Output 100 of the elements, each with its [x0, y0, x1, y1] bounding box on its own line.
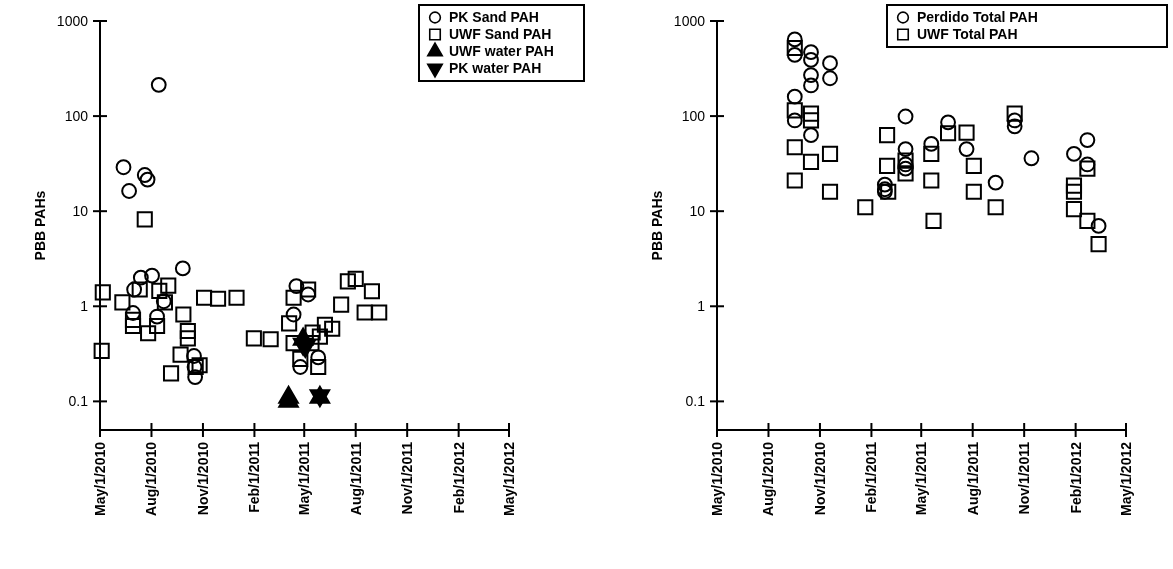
y-tick-label: 0.1 — [68, 393, 89, 410]
point — [339, 273, 356, 290]
point — [191, 357, 208, 374]
y-axis-title: PBB PAHs — [32, 190, 48, 261]
point — [333, 296, 350, 313]
point — [958, 124, 975, 141]
point — [347, 270, 364, 287]
point — [1006, 118, 1023, 135]
point — [880, 183, 897, 200]
point — [1090, 236, 1107, 253]
point — [187, 369, 204, 385]
point — [987, 174, 1004, 191]
point — [987, 199, 1004, 216]
point — [923, 145, 940, 163]
point — [160, 277, 177, 294]
y-tick-label: 1000 — [56, 12, 89, 29]
point — [316, 316, 333, 333]
point — [288, 278, 305, 294]
point — [802, 112, 820, 129]
point — [1079, 132, 1096, 148]
point — [1065, 177, 1083, 194]
legend-label: UWF Total PAH — [917, 26, 1018, 43]
point — [292, 350, 309, 367]
point — [897, 160, 914, 177]
x-tick-label: Aug/1/2010 — [143, 441, 160, 516]
point — [136, 167, 153, 183]
point — [140, 325, 157, 342]
y-tick-label: 10 — [689, 203, 706, 220]
point — [285, 335, 302, 352]
legend-label: UWF Sand PAH — [449, 26, 552, 43]
point — [940, 114, 956, 131]
point — [786, 102, 803, 119]
point — [1006, 105, 1023, 122]
point — [940, 125, 957, 142]
x-tick-label: Feb/1/2012 — [450, 441, 467, 514]
point — [965, 183, 982, 200]
point — [126, 281, 143, 298]
point — [172, 346, 189, 363]
point — [1079, 212, 1096, 229]
point — [803, 77, 819, 94]
y-tick-label: 0.1 — [685, 393, 706, 410]
point — [149, 308, 165, 325]
point — [151, 282, 168, 300]
point — [175, 306, 192, 323]
point — [150, 76, 167, 93]
point — [1079, 156, 1096, 173]
x-tick-label: May/1/2012 — [1117, 441, 1134, 516]
y-tick-label: 100 — [681, 107, 706, 124]
point — [879, 157, 896, 174]
point — [897, 152, 914, 169]
point — [245, 330, 262, 347]
point — [876, 176, 893, 193]
point — [292, 359, 309, 375]
x-tick-label: Aug/1/2011 — [347, 441, 364, 516]
point — [803, 44, 819, 61]
x-tick-label: Feb/1/2012 — [1067, 441, 1084, 514]
point — [1065, 183, 1083, 200]
point — [324, 320, 341, 337]
point — [802, 105, 820, 122]
point — [179, 330, 196, 347]
point — [857, 199, 874, 216]
point — [923, 136, 940, 152]
point — [958, 141, 975, 157]
point — [1079, 160, 1096, 177]
point — [786, 112, 803, 129]
point — [285, 289, 302, 306]
point — [300, 281, 317, 298]
point — [179, 322, 196, 340]
point — [196, 289, 213, 306]
y-tick-label: 10 — [72, 203, 89, 220]
point — [802, 153, 820, 170]
point — [821, 183, 839, 200]
x-tick-label: May/1/2012 — [500, 441, 517, 516]
x-tick-label: May/1/2011 — [296, 441, 313, 516]
x-tick-label: Nov/1/2010 — [194, 441, 211, 516]
point — [821, 145, 839, 163]
x-tick-label: Nov/1/2011 — [399, 441, 416, 515]
point — [310, 349, 327, 366]
point — [94, 284, 111, 301]
x-tick-label: Aug/1/2010 — [760, 441, 777, 516]
x-tick-label: May/1/2010 — [91, 441, 108, 516]
point — [228, 289, 245, 306]
point — [363, 283, 380, 300]
point — [786, 88, 803, 105]
x-tick-label: Nov/1/2011 — [1016, 441, 1033, 515]
legend-label: PK Sand PAH — [449, 9, 539, 26]
point — [131, 281, 148, 298]
point — [311, 328, 328, 345]
point — [162, 365, 180, 382]
point — [304, 324, 321, 341]
point — [897, 141, 914, 157]
point — [139, 171, 156, 188]
point — [1006, 112, 1023, 129]
legend-label: Perdido Total PAH — [917, 9, 1038, 26]
point — [132, 269, 149, 286]
point — [786, 39, 803, 57]
point — [114, 294, 131, 311]
legend-label: PK water PAH — [449, 60, 542, 77]
point — [174, 260, 191, 277]
point — [356, 304, 373, 321]
